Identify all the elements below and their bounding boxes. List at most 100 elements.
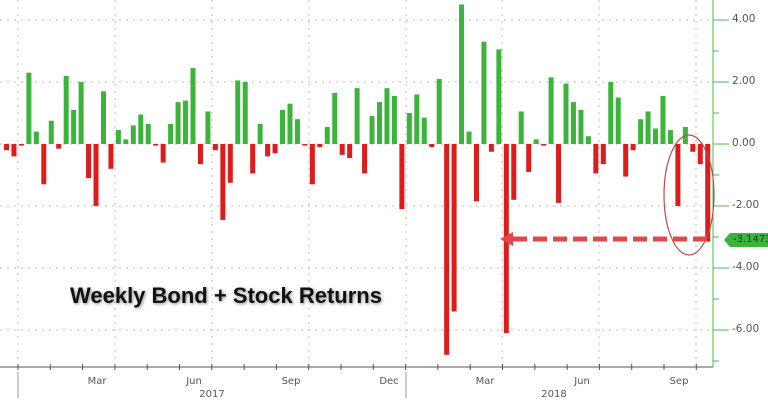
negative-bar: [339, 144, 345, 155]
positive-bar: [115, 130, 121, 144]
positive-bar: [414, 94, 420, 144]
x-tick-label: Jun: [186, 376, 202, 387]
negative-bar: [556, 144, 562, 203]
negative-bar: [56, 144, 62, 149]
highlight-ellipse: [663, 134, 715, 256]
y-tick-label: -2.00: [732, 199, 760, 211]
x-tick-label: Sep: [281, 376, 301, 387]
y-tick-label: 2.00: [732, 75, 756, 87]
y-tick-label: 4.00: [732, 13, 756, 25]
positive-bar: [421, 117, 427, 144]
y-tick-label: -4.00: [732, 261, 760, 273]
positive-bar: [548, 77, 554, 144]
negative-bar: [250, 144, 256, 174]
negative-bar: [690, 144, 696, 152]
positive-bar: [436, 78, 442, 144]
positive-bar: [71, 109, 77, 144]
positive-bar: [145, 123, 151, 144]
positive-bar: [78, 82, 84, 144]
last-value-badge: -3.1473: [724, 233, 768, 247]
positive-bar: [287, 103, 293, 144]
positive-bar: [391, 95, 397, 144]
negative-bar: [600, 144, 606, 165]
positive-bar: [280, 109, 286, 144]
positive-bar: [235, 80, 241, 144]
negative-bar: [265, 144, 271, 157]
x-tick-label: Jun: [574, 376, 590, 387]
negative-bar: [526, 144, 532, 172]
negative-bar: [153, 144, 159, 146]
negative-bar: [488, 144, 494, 152]
negative-bar: [93, 144, 99, 206]
positive-bar: [645, 111, 651, 144]
negative-bar: [4, 144, 9, 151]
gridlines: [0, 0, 713, 367]
positive-bar: [570, 102, 576, 144]
positive-bar: [175, 102, 181, 144]
x-tick-label: Mar: [475, 376, 495, 387]
x-tick-label: Mar: [87, 376, 107, 387]
positive-bar: [377, 102, 382, 144]
negative-bar: [108, 144, 114, 169]
x-tick-label: Sep: [669, 376, 689, 387]
x-year-label: 2017: [199, 389, 225, 400]
y-tick-label: -6.00: [732, 323, 760, 335]
positive-bar: [406, 113, 412, 144]
x-year-label: 2018: [541, 389, 567, 400]
axes: [0, 0, 714, 368]
positive-bar: [205, 111, 211, 144]
positive-bar: [585, 136, 591, 144]
x-tick-label: Dec: [379, 376, 399, 387]
positive-bar: [459, 4, 465, 144]
positive-bar: [190, 68, 196, 144]
positive-bar: [466, 131, 472, 144]
positive-bar: [533, 139, 539, 144]
positive-bar: [615, 97, 621, 144]
negative-bar: [309, 144, 315, 185]
negative-bar: [212, 144, 218, 151]
negative-bar: [347, 144, 353, 158]
positive-bar: [332, 92, 338, 144]
positive-bar: [354, 88, 360, 144]
negative-bar: [317, 144, 323, 148]
negative-bar: [697, 144, 703, 165]
positive-bar: [481, 41, 487, 145]
negative-bar: [86, 144, 92, 179]
negative-bar: [11, 144, 17, 157]
arrow-head-icon: [500, 232, 513, 246]
x-tick-marks: [17, 364, 697, 398]
positive-bar: [183, 100, 189, 144]
positive-bar: [242, 82, 248, 144]
negative-bar: [272, 144, 278, 154]
bars: [4, 4, 711, 355]
negative-bar: [41, 144, 47, 185]
negative-bar: [444, 144, 450, 355]
negative-bar: [18, 144, 24, 146]
positive-bar: [123, 139, 129, 144]
negative-bar: [429, 144, 435, 148]
annotation: [500, 134, 715, 256]
negative-bar: [623, 144, 629, 177]
positive-bar: [257, 123, 263, 144]
negative-bar: [220, 144, 226, 220]
positive-bar: [48, 120, 54, 144]
negative-bar: [451, 144, 457, 312]
positive-bar: [33, 131, 39, 144]
positive-bar: [100, 91, 106, 144]
negative-bar: [473, 144, 479, 202]
positive-bar: [138, 114, 144, 144]
negative-bar: [675, 144, 681, 206]
negative-bar: [362, 144, 368, 174]
negative-bar: [399, 144, 405, 210]
positive-bar: [294, 119, 300, 144]
positive-bar: [563, 83, 569, 144]
negative-bar: [197, 144, 203, 165]
negative-bar: [705, 144, 711, 242]
positive-bar: [369, 116, 375, 144]
negative-bar: [227, 144, 233, 183]
positive-bar: [496, 49, 502, 145]
negative-bar: [160, 144, 166, 163]
negative-bar: [630, 144, 636, 151]
negative-bar: [511, 144, 517, 200]
